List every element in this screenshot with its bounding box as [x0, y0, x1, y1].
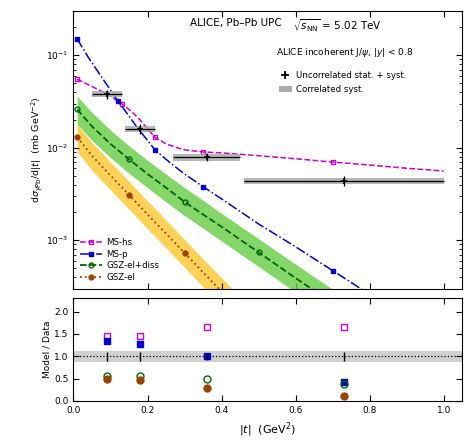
Bar [125, 126, 155, 132]
Bar [92, 91, 122, 97]
Y-axis label: d$\sigma_{\gamma\mathrm{Pb}}$/d|$t$|  (mb GeV$^{-2}$): d$\sigma_{\gamma\mathrm{Pb}}$/d|$t$| (mb… [29, 97, 44, 203]
Bar [173, 154, 240, 160]
Bar [244, 178, 444, 184]
Bar [73, 351, 462, 361]
Y-axis label: Model / Data: Model / Data [43, 321, 52, 378]
Legend: MS-hs, MS-p, GSZ-el+diss, GSZ-el: MS-hs, MS-p, GSZ-el+diss, GSZ-el [78, 235, 162, 284]
Text: ALICE incoherent J/$\psi$, |$y$| < 0.8: ALICE incoherent J/$\psi$, |$y$| < 0.8 [275, 46, 413, 59]
X-axis label: |$t$|  (GeV$^2$): |$t$| (GeV$^2$) [239, 420, 296, 439]
Text: ALICE, Pb–Pb UPC: ALICE, Pb–Pb UPC [190, 18, 282, 28]
Text: $\sqrt{s_{\mathrm{NN}}}$ = 5.02 TeV: $\sqrt{s_{\mathrm{NN}}}$ = 5.02 TeV [293, 18, 382, 34]
